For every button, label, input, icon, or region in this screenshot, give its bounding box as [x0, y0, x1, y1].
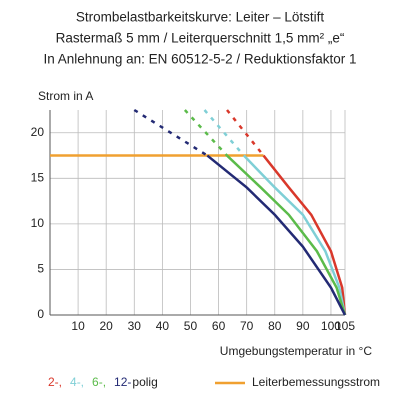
x-axis-label: Umgebungstemperatur in °C [220, 344, 373, 358]
legend-entry: 4-, [70, 375, 84, 389]
x-tick-label: 40 [156, 319, 170, 333]
x-tick-label: 50 [184, 319, 198, 333]
title-line: Strombelastbarkeitskurve: Leiter – Lötst… [76, 10, 325, 25]
y-axis-label: Strom in A [38, 89, 93, 103]
x-tick-label: 105 [335, 319, 355, 333]
curve [242, 154, 347, 316]
legend: 2-, 4-, 6-, 12-polig [48, 375, 158, 389]
curve-extension [183, 109, 228, 157]
x-tick-label: 80 [268, 319, 282, 333]
y-tick-label: 10 [31, 216, 45, 230]
x-tick-label: 70 [240, 319, 254, 333]
legend-entry: Leiterbemessungsstrom [252, 375, 380, 389]
curve [262, 154, 347, 316]
y-tick-label: 15 [31, 171, 45, 185]
x-tick-label: 20 [100, 319, 114, 333]
curve-extension [203, 109, 245, 157]
x-tick-label: 90 [296, 319, 310, 333]
x-tick-label: 10 [71, 319, 85, 333]
legend-entry: 2-, [48, 375, 62, 389]
legend-entry: 12- [114, 375, 131, 389]
legend-entry: 6-, [92, 375, 106, 389]
y-tick-label: 0 [37, 307, 44, 321]
y-tick-label: 5 [37, 262, 44, 276]
legend-suffix: polig [132, 375, 157, 389]
y-tick-label: 20 [31, 125, 45, 139]
curve [226, 154, 347, 316]
curve-extension [133, 108, 208, 157]
title-line: Rastermaß 5 mm / Leiterquerschnitt 1,5 m… [56, 31, 345, 46]
x-tick-label: 100 [321, 319, 341, 333]
x-tick-label: 30 [128, 319, 142, 333]
x-tick-label: 60 [212, 319, 226, 333]
title-line: In Anlehnung an: EN 60512-5-2 / Reduktio… [44, 52, 357, 67]
curve [206, 154, 347, 316]
